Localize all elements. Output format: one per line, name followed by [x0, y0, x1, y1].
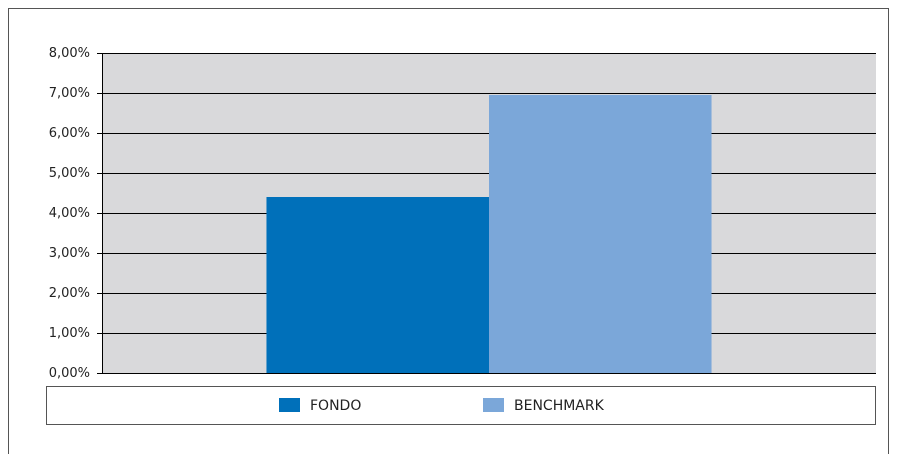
legend-label: BENCHMARK [514, 398, 605, 414]
y-tick-label: 5,00% [49, 166, 90, 181]
y-tick-label: 6,00% [49, 126, 90, 141]
legend-box [46, 386, 876, 425]
legend-swatch [483, 398, 504, 412]
legend-swatch [279, 398, 300, 412]
bar [266, 197, 489, 373]
y-tick-label: 7,00% [49, 86, 90, 101]
outer-frame [8, 8, 889, 454]
bar [489, 95, 712, 373]
y-tick-label: 8,00% [49, 46, 90, 61]
y-tick-label: 3,00% [49, 246, 90, 261]
y-tick-label: 0,00% [49, 366, 90, 381]
legend-label: FONDO [310, 398, 361, 414]
y-tick-label: 4,00% [49, 206, 90, 221]
y-tick-label: 2,00% [49, 286, 90, 301]
y-tick-label: 1,00% [49, 326, 90, 341]
